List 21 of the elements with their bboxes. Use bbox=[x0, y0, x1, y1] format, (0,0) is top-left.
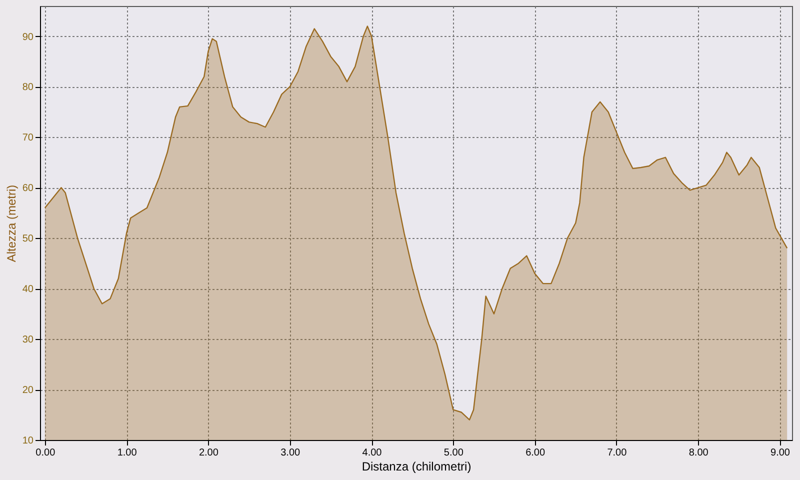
x-tick-label: 3.00 bbox=[280, 448, 301, 458]
y-tick-label: 80 bbox=[22, 82, 34, 94]
y-tick-label: 60 bbox=[22, 183, 34, 194]
x-tick-label: 0.00 bbox=[36, 448, 56, 458]
y-tick-label: 30 bbox=[22, 334, 34, 346]
x-tick-label: 9.00 bbox=[770, 448, 790, 458]
x-axis-title: Distanza (chilometri) bbox=[362, 460, 472, 474]
y-tick-label: 40 bbox=[22, 284, 34, 296]
y-tick-label: 20 bbox=[22, 385, 34, 396]
y-tick-label: 50 bbox=[22, 234, 34, 245]
x-tick-label: 5.00 bbox=[444, 448, 464, 458]
x-tick-label: 4.00 bbox=[362, 448, 382, 458]
x-tick-label: 2.00 bbox=[198, 448, 219, 458]
y-tick-label: 10 bbox=[22, 436, 34, 446]
y-axis-title: Altezza (metri) bbox=[4, 184, 18, 262]
y-tick-label: 70 bbox=[22, 132, 34, 144]
x-tick-label: 7.00 bbox=[607, 448, 628, 458]
x-tick-label: 8.00 bbox=[688, 448, 709, 458]
x-tick-label: 1.00 bbox=[117, 448, 138, 458]
x-tick-label: 6.00 bbox=[526, 448, 546, 458]
y-tick-label: 90 bbox=[22, 32, 34, 43]
